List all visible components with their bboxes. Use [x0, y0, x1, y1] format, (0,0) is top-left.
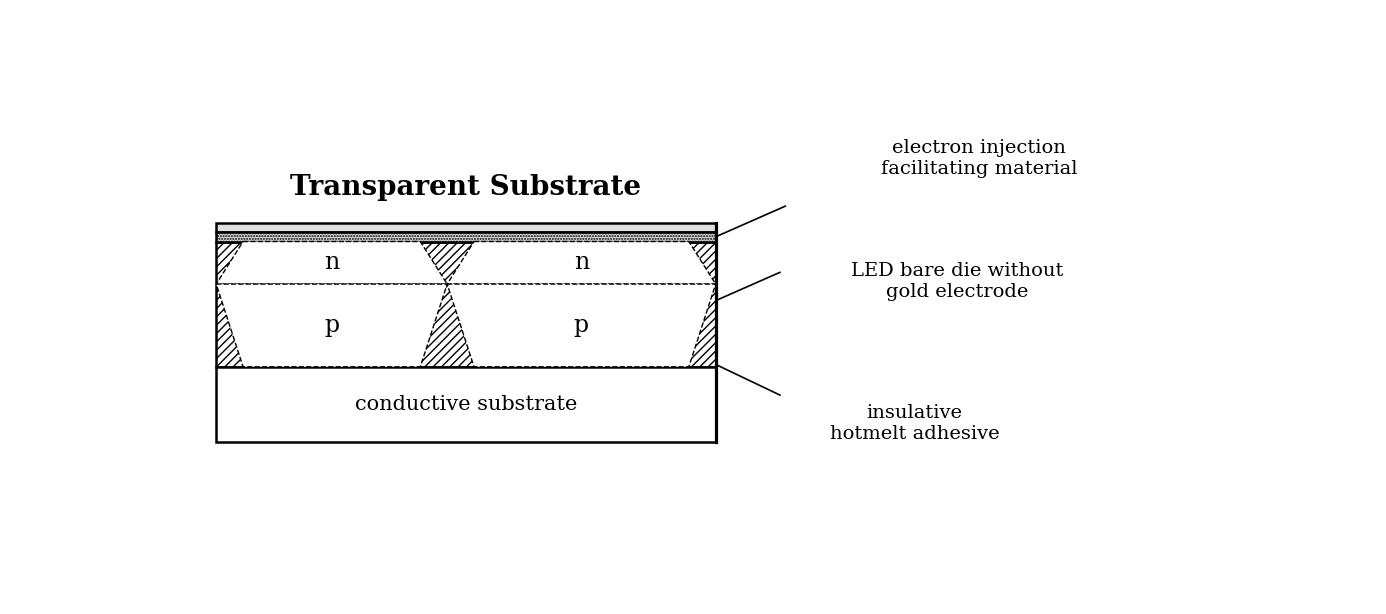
Bar — [216, 367, 715, 443]
Text: insulative
hotmelt adhesive: insulative hotmelt adhesive — [830, 404, 999, 443]
Text: electron injection
facilitating material: electron injection facilitating material — [880, 139, 1077, 178]
Polygon shape — [216, 241, 448, 284]
Text: conductive substrate: conductive substrate — [355, 395, 577, 414]
Text: LED bare die without
gold electrode: LED bare die without gold electrode — [851, 262, 1063, 301]
Bar — [216, 232, 715, 241]
Polygon shape — [448, 284, 715, 367]
Text: Transparent Substrate: Transparent Substrate — [291, 174, 642, 201]
Text: p: p — [574, 314, 589, 337]
Text: p: p — [324, 314, 340, 337]
Bar — [216, 241, 715, 367]
Polygon shape — [448, 241, 715, 284]
Polygon shape — [216, 284, 448, 367]
Bar — [216, 223, 715, 232]
Text: n: n — [574, 251, 589, 274]
Text: n: n — [324, 251, 340, 274]
